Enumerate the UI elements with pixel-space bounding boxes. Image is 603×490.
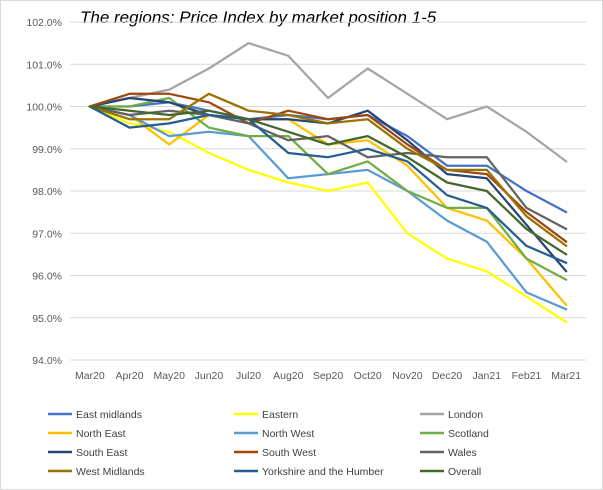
y-tick-label: 96.0%: [32, 271, 62, 283]
x-tick-label: Nov20: [392, 370, 423, 382]
series-line: [88, 92, 568, 243]
y-tick-label: 95.0%: [32, 313, 62, 325]
legend-label: North East: [76, 428, 126, 440]
series-line: [88, 105, 568, 324]
x-tick-label: Jan21: [472, 370, 501, 382]
y-tick-label: 102.0%: [26, 17, 62, 29]
x-axis-tick-labels: Mar20 Apr20 May20 Jun20 Jul20 Aug20 Sep20 Oct20…: [75, 370, 581, 382]
y-tick-label: 98.0%: [32, 186, 62, 198]
legend-label: London: [448, 409, 483, 421]
x-tick-label: Jun20: [195, 370, 224, 382]
series-line: [88, 105, 568, 264]
x-tick-label: Apr20: [116, 370, 144, 382]
legend-label: North West: [262, 428, 314, 440]
x-tick-label: Aug20: [273, 370, 304, 382]
x-tick-label: Feb21: [512, 370, 542, 382]
legend-label: Eastern: [262, 409, 298, 421]
x-tick-label: Jul20: [236, 370, 261, 382]
x-tick-label: Mar21: [551, 370, 581, 382]
legend-label: South West: [262, 447, 316, 459]
y-tick-label: 101.0%: [26, 59, 62, 71]
y-tick-label: 97.0%: [32, 228, 62, 240]
x-tick-label: Dec20: [432, 370, 463, 382]
series-line: [88, 105, 568, 231]
y-tick-label: 94.0%: [32, 355, 62, 367]
legend-label: West Midlands: [76, 466, 145, 478]
legend-label: South East: [76, 447, 127, 459]
legend-label: Wales: [448, 447, 477, 459]
x-tick-label: Mar20: [75, 370, 105, 382]
series-line: [88, 92, 568, 248]
legend-label: East midlands: [76, 409, 142, 421]
legend-label: Scotland: [448, 428, 489, 440]
series-lines: [88, 41, 568, 324]
series-line: [88, 41, 568, 163]
legend-label: Overall: [448, 466, 481, 478]
series-line: [88, 105, 568, 256]
y-tick-label: 99.0%: [32, 144, 62, 156]
x-tick-label: Oct20: [354, 370, 382, 382]
legend-label: Yorkshire and the Humber: [262, 466, 384, 478]
y-tick-label: 100.0%: [26, 102, 62, 114]
x-tick-label: May20: [153, 370, 185, 382]
y-axis-tick-labels: 94.0% 95.0% 96.0% 97.0% 98.0% 99.0% 100.0% 101.…: [26, 17, 62, 367]
x-tick-label: Sep20: [313, 370, 344, 382]
legend: East midlands Eastern London North East Nort…: [48, 409, 489, 478]
